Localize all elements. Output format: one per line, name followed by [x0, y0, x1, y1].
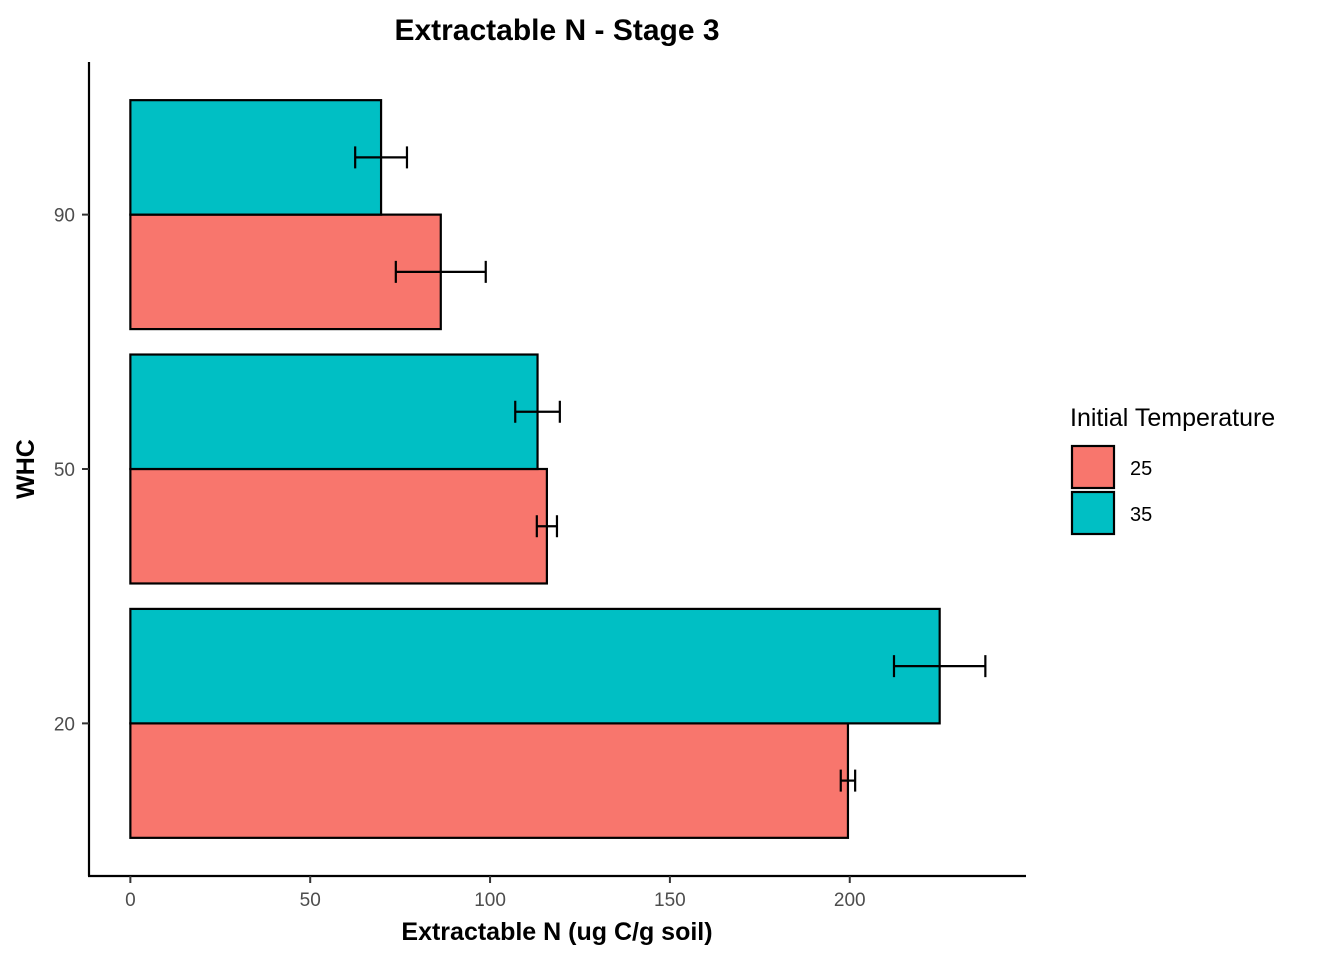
legend-item-35: 35 — [1070, 490, 1152, 536]
x-tick-label: 100 — [474, 890, 506, 911]
x-tick-label: 0 — [125, 890, 136, 911]
y-tick-label: 90 — [54, 206, 75, 227]
legend-item-25: 25 — [1070, 444, 1152, 490]
chart-title: Extractable N - Stage 3 — [394, 14, 719, 47]
bar-layer — [129, 99, 941, 839]
y-tick-label: 20 — [54, 714, 75, 735]
legend-title: Initial Temperature — [1070, 404, 1275, 432]
errorbar-whc-20-temp-25 — [839, 769, 857, 792]
legend-label: 35 — [1130, 504, 1152, 526]
legend-swatch — [1070, 444, 1116, 490]
legend: Initial Temperature 25 35 — [1070, 404, 1275, 536]
x-tick-label: 200 — [834, 890, 866, 911]
errorbar-layer — [354, 146, 987, 792]
bar-whc-50-temp-25 — [129, 467, 548, 585]
bar-whc-90-temp-35 — [129, 99, 383, 216]
errorbar-whc-50-temp-25 — [535, 515, 559, 538]
legend-swatch — [1070, 490, 1116, 536]
x-tick-label: 50 — [300, 890, 321, 911]
x-tick-label: 150 — [654, 890, 686, 911]
y-tick-label: 50 — [54, 460, 75, 481]
y-axis-title: WHC — [12, 439, 40, 499]
errorbar-whc-90-temp-25 — [394, 260, 487, 283]
bar-whc-50-temp-35 — [129, 353, 539, 471]
errorbar-whc-90-temp-35 — [354, 146, 409, 169]
x-axis-ticks: 0 50 100 150 200 — [125, 876, 866, 911]
errorbar-whc-20-temp-35 — [892, 655, 987, 678]
bar-whc-20-temp-25 — [129, 722, 850, 839]
y-axis-ticks: 20 50 90 — [54, 206, 89, 735]
errorbar-whc-50-temp-35 — [514, 400, 561, 423]
bar-whc-20-temp-35 — [129, 607, 941, 725]
bar-whc-90-temp-25 — [129, 213, 442, 331]
legend-label: 25 — [1130, 458, 1152, 480]
x-axis-title: Extractable N (ug C/g soil) — [401, 918, 712, 946]
